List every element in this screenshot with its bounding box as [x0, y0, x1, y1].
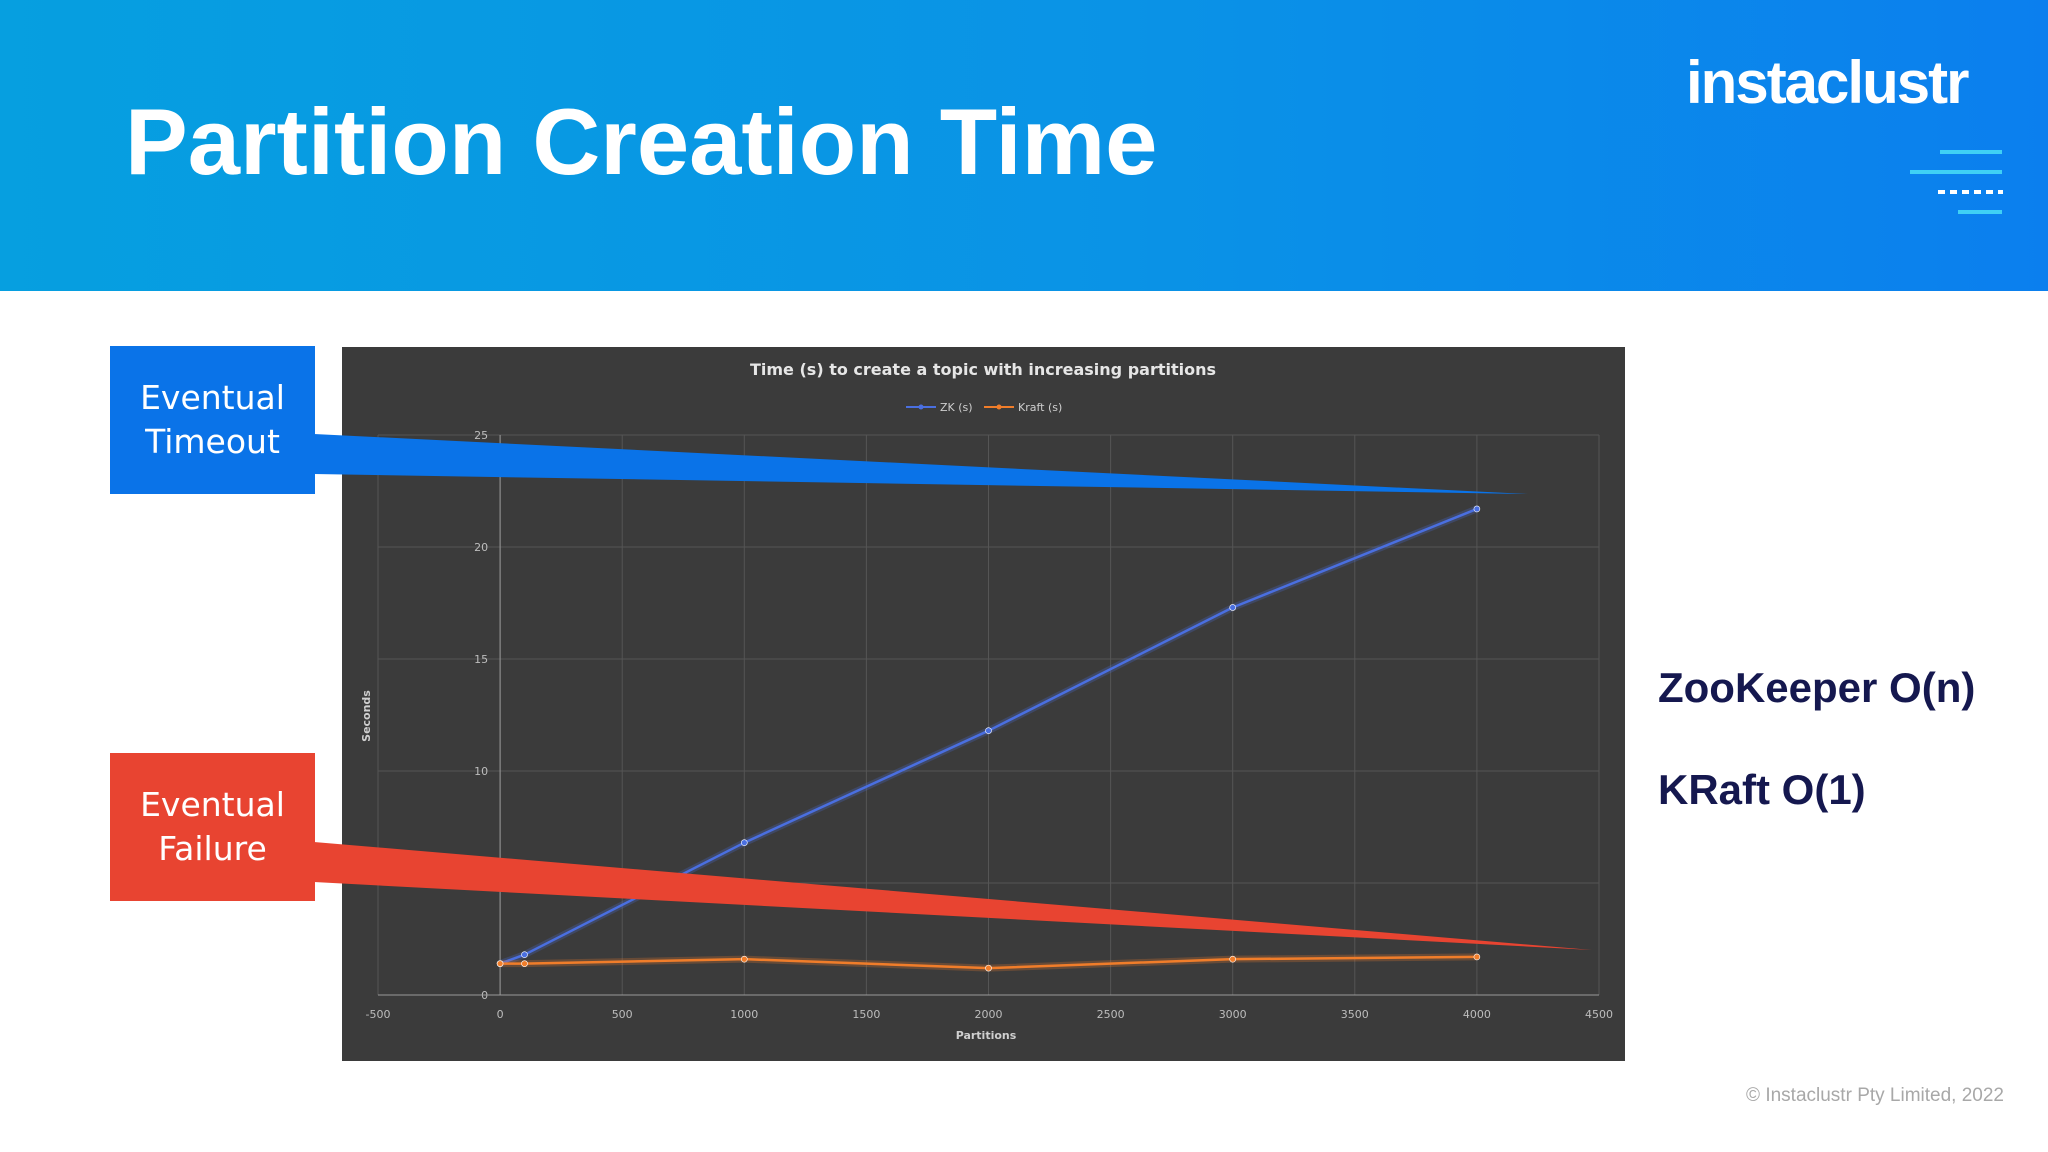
y-axis-label: Seconds	[360, 690, 373, 742]
x-tick-label: -500	[366, 1008, 391, 1021]
copyright-notice: © Instaclustr Pty Limited, 2022	[1746, 1085, 2004, 1106]
data-point-1	[985, 964, 992, 972]
x-tick-label: 2500	[1097, 1008, 1125, 1021]
eventual-timeout-callout: Eventual Timeout	[110, 346, 315, 494]
data-point-0	[1229, 604, 1237, 611]
data-point-0	[985, 727, 992, 734]
x-tick-label: 3500	[1341, 1008, 1369, 1021]
header-banner: Partition Creation Time instaclustr	[0, 0, 2048, 291]
slide-title: Partition Creation Time	[125, 89, 1158, 194]
legend-label-kraft: Kraft (s)	[1018, 401, 1062, 414]
legend-label-zk: ZK (s)	[940, 401, 973, 414]
failure-line1: Eventual	[140, 785, 285, 824]
data-point-1	[521, 960, 528, 967]
data-point-0	[1473, 505, 1481, 513]
zookeeper-complexity: ZooKeeper O(n)	[1658, 664, 1976, 711]
y-tick-label: 20	[474, 541, 488, 554]
y-tick-label: 10	[474, 765, 488, 778]
y-tick-label: 25	[474, 429, 488, 442]
y-tick-label: 5	[481, 877, 488, 890]
x-tick-label: 3000	[1219, 1008, 1247, 1021]
chart-legend: ZK (s) Kraft (s)	[906, 401, 1062, 414]
x-tick-label: 2000	[975, 1008, 1003, 1021]
y-tick-label: 15	[474, 653, 488, 666]
timeout-line1: Eventual	[140, 378, 285, 417]
data-point-1	[496, 960, 504, 967]
x-tick-label: 0	[497, 1008, 504, 1021]
instaclustr-logo: instaclustr	[1686, 49, 1969, 116]
series-line-0	[499, 507, 1478, 965]
x-tick-label: 500	[612, 1008, 633, 1021]
x-tick-label: 1500	[852, 1008, 880, 1021]
x-tick-label: 1000	[730, 1008, 758, 1021]
line-chart: -500 0 500 1000 1500 2000 2500 3000 3500 4000 4500…	[360, 360, 1613, 1042]
eventual-failure-callout: Eventual Failure	[110, 753, 315, 901]
x-tick-label: 4000	[1463, 1008, 1491, 1021]
failure-line2: Failure	[158, 829, 267, 868]
data-point-0	[521, 951, 528, 958]
chart-panel: -500 0 500 1000 1500 2000 2500 3000 3500 4000 4500…	[342, 347, 1625, 1061]
x-axis-label: Partitions	[956, 1029, 1017, 1042]
data-point-0	[740, 839, 748, 846]
timeout-line2: Timeout	[145, 422, 280, 461]
x-tick-label: 4500	[1585, 1008, 1613, 1021]
data-point-1	[1473, 953, 1481, 961]
logo-lines-icon	[1910, 150, 2003, 214]
data-point-1	[1229, 955, 1237, 963]
chart-title: Time (s) to create a topic with increasi…	[750, 360, 1216, 379]
data-point-1	[740, 955, 748, 963]
kraft-complexity: KRaft O(1)	[1658, 766, 1866, 813]
series-line-1	[500, 955, 1477, 970]
